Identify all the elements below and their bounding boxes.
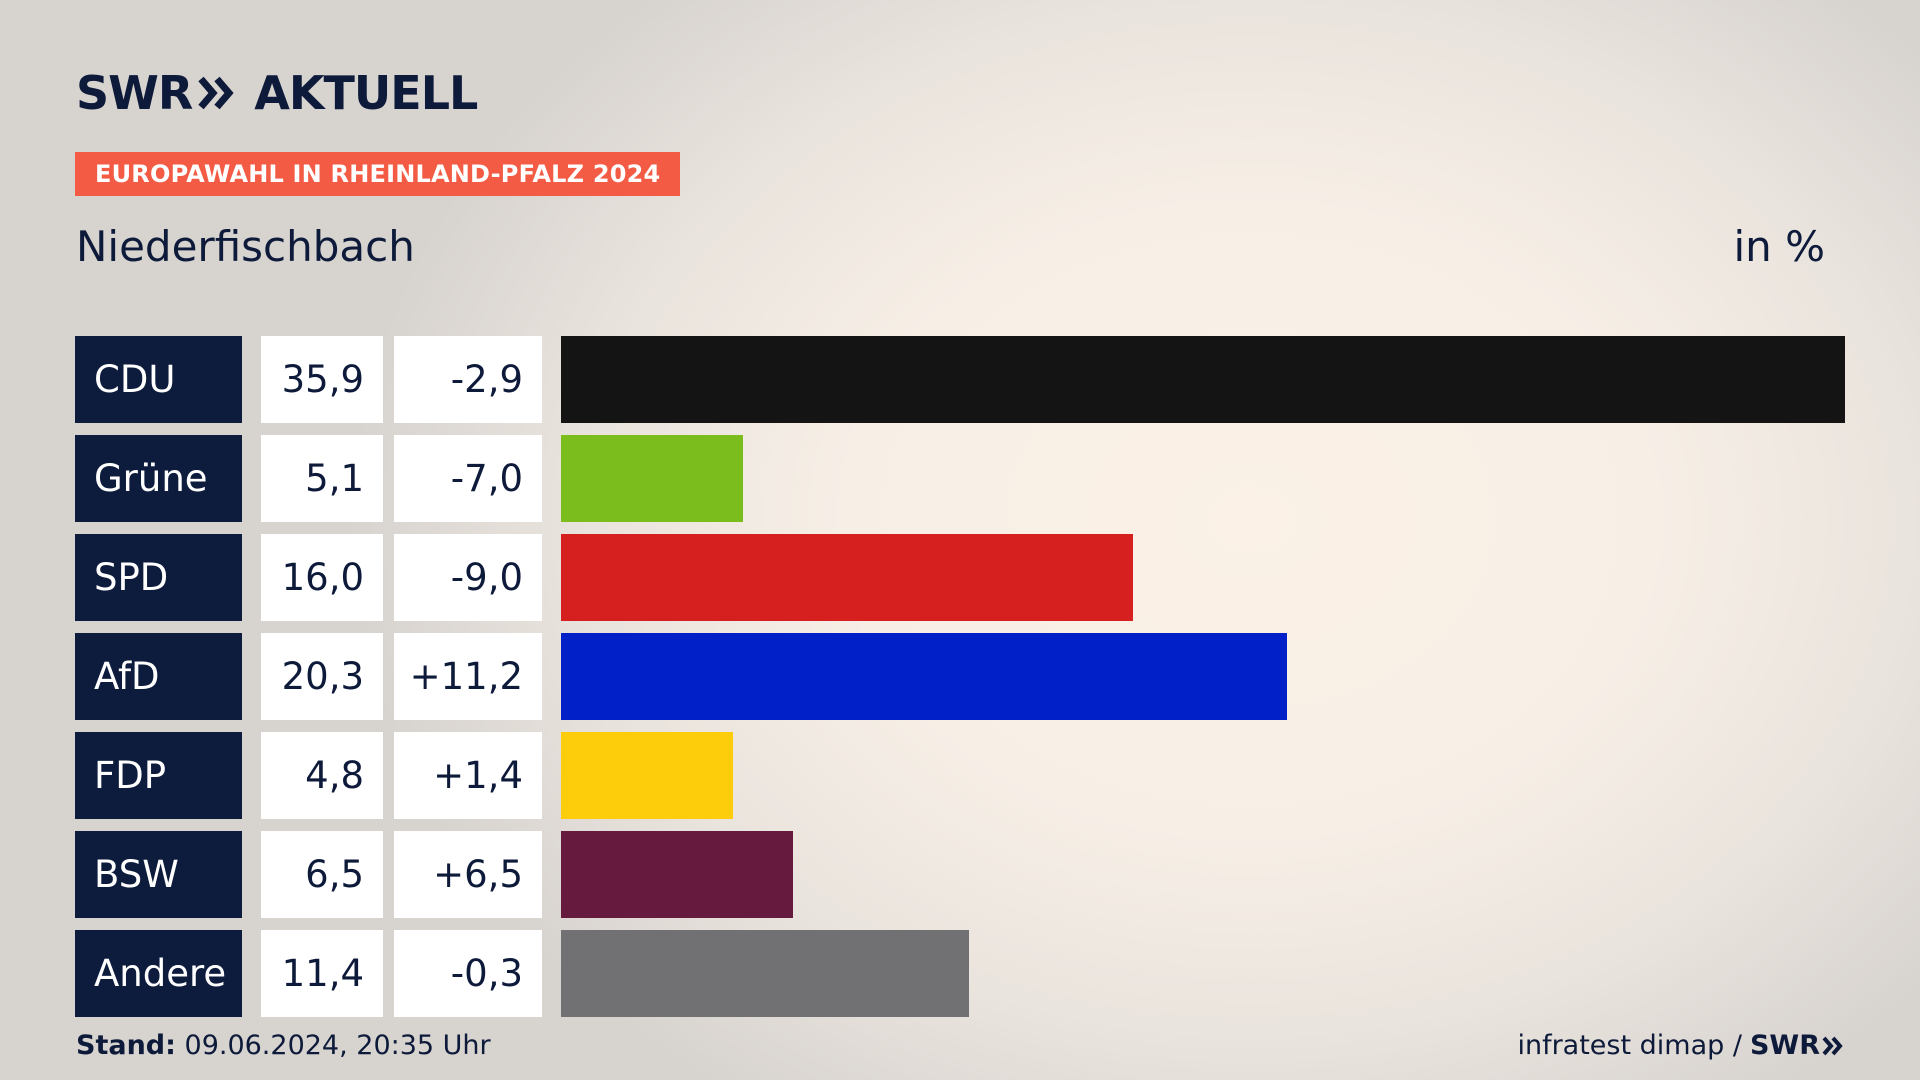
vote-share-change: -7,0 (394, 435, 542, 522)
party-label: AfD (75, 633, 242, 720)
vote-share-change: -0,3 (394, 930, 542, 1017)
vote-share-change: +11,2 (394, 633, 542, 720)
party-label: SPD (75, 534, 242, 621)
result-bar (561, 633, 1287, 720)
double-chevron-icon (198, 76, 236, 110)
timestamp-label: Stand: (76, 1030, 176, 1061)
election-badge: EUROPAWAHL IN RHEINLAND-PFALZ 2024 (75, 152, 681, 196)
result-row: Andere 11,4 -0,3 (75, 930, 1846, 1017)
double-chevron-icon (1822, 1036, 1843, 1055)
unit-label: in % (1733, 222, 1825, 271)
timestamp-value: 09.06.2024, 20:35 Uhr (184, 1030, 491, 1061)
vote-share-change: +1,4 (394, 732, 542, 819)
result-row: FDP 4,8 +1,4 (75, 732, 1846, 819)
result-bar (561, 336, 1845, 423)
source-text: infratest dimap / (1517, 1030, 1742, 1061)
party-label: CDU (75, 336, 242, 423)
source-credit: infratest dimap / SWR (1517, 1030, 1844, 1061)
timestamp: Stand: 09.06.2024, 20:35 Uhr (76, 1030, 491, 1061)
result-row: BSW 6,5 +6,5 (75, 831, 1846, 918)
result-row: AfD 20,3 +11,2 (75, 633, 1846, 720)
logo-swr-text: SWR (76, 66, 193, 120)
vote-share-value: 4,8 (261, 732, 383, 819)
logo-aktuell-text: AKTUELL (254, 66, 478, 120)
party-label: BSW (75, 831, 242, 918)
result-bar (561, 831, 793, 918)
source-brand: SWR (1750, 1030, 1844, 1061)
vote-share-value: 11,4 (261, 930, 383, 1017)
party-label: FDP (75, 732, 242, 819)
vote-share-change: -9,0 (394, 534, 542, 621)
result-row: Grüne 5,1 -7,0 (75, 435, 1846, 522)
result-row: CDU 35,9 -2,9 (75, 336, 1846, 423)
vote-share-value: 16,0 (261, 534, 383, 621)
result-bar (561, 435, 743, 522)
vote-share-value: 20,3 (261, 633, 383, 720)
vote-share-value: 5,1 (261, 435, 383, 522)
vote-share-value: 35,9 (261, 336, 383, 423)
swr-aktuell-logo: SWR AKTUELL (76, 66, 478, 120)
result-bar (561, 534, 1133, 621)
vote-share-change: -2,9 (394, 336, 542, 423)
result-bar (561, 930, 969, 1017)
result-row: SPD 16,0 -9,0 (75, 534, 1846, 621)
party-label: Grüne (75, 435, 242, 522)
page-title: Niederfischbach (76, 222, 415, 271)
result-bar (561, 732, 733, 819)
vote-share-value: 6,5 (261, 831, 383, 918)
vote-share-change: +6,5 (394, 831, 542, 918)
source-brand-text: SWR (1749, 1030, 1820, 1061)
party-label: Andere (75, 930, 242, 1017)
